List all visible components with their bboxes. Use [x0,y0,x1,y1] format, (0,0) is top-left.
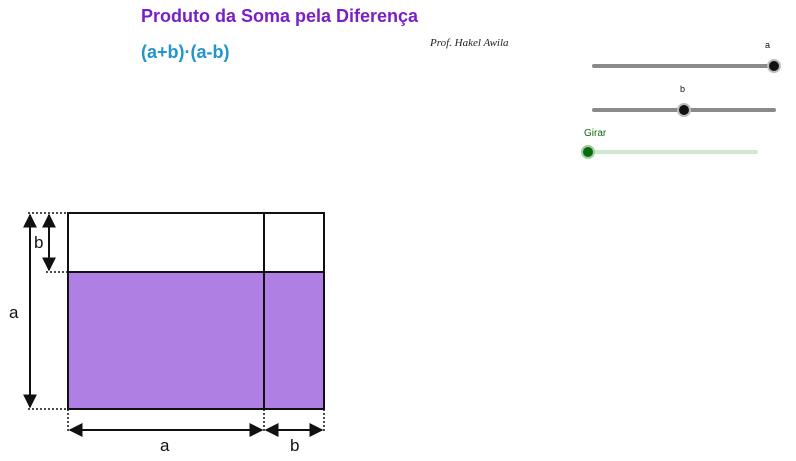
label-b-bottom: b [290,436,299,455]
author-credit: Prof. Hakel Awila [430,37,509,49]
slider-girar-handle[interactable] [581,145,595,159]
slider-b-label: b [680,84,686,94]
label-a-bottom: a [160,436,170,455]
formula-subtitle: (a+b)·(a-b) [141,42,230,62]
slider-b[interactable]: b [592,84,782,120]
slider-girar-track[interactable] [588,150,758,154]
slider-a-track[interactable] [592,64,774,68]
slider-girar[interactable]: Girar [581,128,764,164]
slider-a-handle[interactable] [767,59,781,73]
slider-a[interactable]: a [592,40,782,76]
slider-a-label: a [765,40,771,50]
label-b-left: b [34,233,43,252]
product-area [68,272,324,409]
slider-girar-label: Girar [584,128,607,139]
page-title: Produto da Soma pela Diferença [141,6,419,26]
label-a-left: a [9,303,19,322]
slider-b-handle[interactable] [677,103,691,117]
outer-rectangle [67,212,325,410]
